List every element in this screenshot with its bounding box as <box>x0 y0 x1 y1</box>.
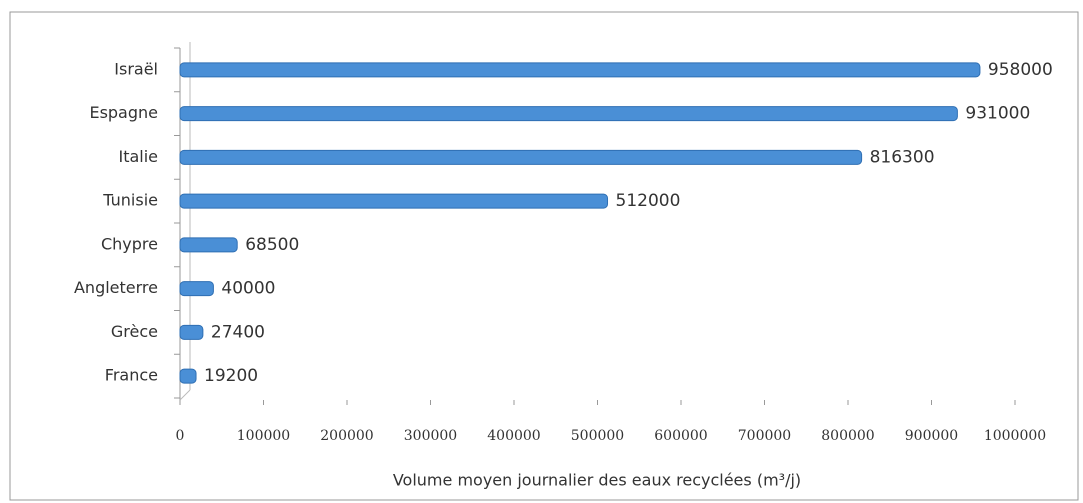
bar <box>179 368 197 384</box>
data-label: 931000 <box>965 104 1030 124</box>
data-label: 68500 <box>245 235 299 255</box>
bar <box>179 281 214 297</box>
x-tick-label: 700000 <box>738 428 791 444</box>
y-tick-label: France <box>105 366 158 385</box>
x-tick-label: 600000 <box>654 428 707 444</box>
y-tick-label: Espagne <box>89 103 158 122</box>
bar <box>179 237 238 253</box>
frame <box>9 11 1079 501</box>
x-tick-label: 0 <box>176 428 185 444</box>
bar <box>179 106 958 122</box>
bar <box>179 149 863 165</box>
y-tick-label: Italie <box>118 147 158 166</box>
data-label: 40000 <box>221 279 275 299</box>
bar <box>179 324 204 340</box>
y-tick-label: Grèce <box>111 322 158 341</box>
y-tick-label: Tunisie <box>102 191 158 210</box>
data-label: 816300 <box>870 147 935 167</box>
x-tick-label: 800000 <box>821 428 874 444</box>
y-tick-label: Israël <box>114 59 158 78</box>
bar <box>179 62 981 78</box>
x-axis-title: Volume moyen journalier des eaux recyclé… <box>393 471 801 490</box>
data-label: 27400 <box>211 322 265 342</box>
x-tick-label: 500000 <box>571 428 624 444</box>
x-tick-label: 900000 <box>905 428 958 444</box>
data-label: 19200 <box>204 366 258 386</box>
x-tick-label: 400000 <box>487 428 540 444</box>
y-tick-label: Chypre <box>101 234 158 253</box>
x-tick-label: 100000 <box>237 428 290 444</box>
data-label: 512000 <box>616 191 681 211</box>
bar <box>179 193 609 209</box>
axis-depth <box>179 389 191 401</box>
x-tick-label: 200000 <box>320 428 373 444</box>
y-tick-label: Angleterre <box>74 278 158 297</box>
x-tick-label: 1000000 <box>984 428 1046 444</box>
data-label: 958000 <box>988 60 1053 80</box>
x-tick-label: 300000 <box>404 428 457 444</box>
